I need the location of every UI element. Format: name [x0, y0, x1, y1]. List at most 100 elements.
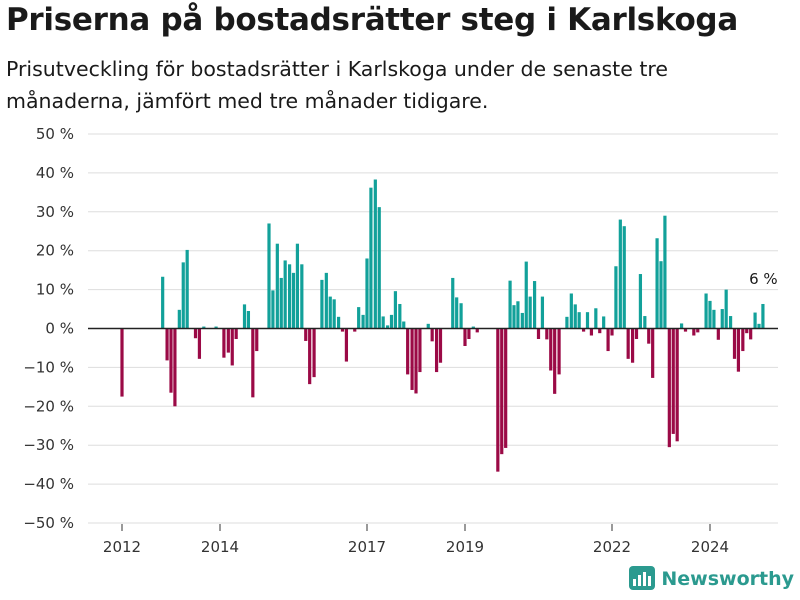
bar [202, 326, 206, 329]
bar [353, 328, 357, 332]
last-value-annotation: 6 % [749, 270, 778, 288]
bar [655, 238, 659, 329]
page-title: Priserna på bostadsrätter steg i Karlsko… [6, 2, 738, 38]
y-tick-label: −20 % [23, 397, 74, 415]
x-tick-label: 2022 [593, 538, 631, 556]
bar [165, 328, 169, 361]
y-tick-label: −40 % [23, 475, 74, 493]
bar [500, 328, 504, 455]
bar [226, 328, 230, 353]
bar [251, 328, 255, 398]
bar [336, 316, 341, 329]
bar [573, 304, 577, 329]
bar [369, 187, 373, 329]
bar [557, 328, 561, 375]
bar [181, 262, 185, 329]
bar [426, 323, 430, 329]
bar [614, 266, 618, 329]
bar [275, 243, 279, 329]
y-tick-label: 10 % [36, 281, 74, 299]
bar [626, 328, 630, 359]
bar [246, 311, 251, 329]
bar [528, 296, 532, 329]
y-tick-label: 30 % [36, 203, 74, 221]
bar [516, 301, 520, 329]
bar [504, 328, 508, 448]
bar [471, 326, 475, 329]
bar [581, 328, 586, 332]
bar [120, 328, 124, 397]
bar [304, 328, 308, 341]
bar [741, 328, 745, 352]
bar [291, 272, 296, 329]
bar [565, 316, 569, 329]
bar [675, 328, 679, 442]
x-axis-ticks: 2012 2014 2017 2019 2022 2024 [103, 524, 729, 556]
bar [197, 328, 202, 359]
bar [716, 328, 720, 340]
bar [610, 328, 614, 336]
bar [732, 328, 737, 359]
bar [598, 328, 602, 334]
bar [651, 328, 655, 378]
y-tick-label: −10 % [23, 358, 74, 376]
bar [357, 307, 361, 329]
bar [683, 328, 688, 332]
bar [185, 249, 189, 329]
bar [214, 326, 218, 329]
bar [438, 328, 443, 363]
x-tick-label: 2024 [691, 538, 729, 556]
bar [222, 328, 226, 358]
bar [761, 303, 765, 329]
bar [373, 179, 377, 329]
bar [328, 296, 332, 329]
bar [312, 328, 316, 378]
newsworthy-logo-icon [629, 564, 656, 594]
bar [704, 293, 708, 329]
bar [643, 316, 647, 329]
bar [393, 291, 398, 329]
bar [418, 328, 422, 373]
bar [320, 279, 324, 329]
y-axis-ticks: 50 % 40 % 30 % 20 % 10 % 0 % −10 % −20 % −30 % −4… [23, 125, 74, 532]
bar [414, 328, 418, 394]
bar [279, 277, 283, 329]
bar [365, 258, 369, 329]
bar [324, 272, 328, 329]
bar [512, 305, 516, 329]
bar [344, 328, 349, 362]
bar [549, 328, 553, 371]
bar [242, 304, 247, 329]
x-tick-label: 2014 [201, 538, 239, 556]
bar [647, 328, 651, 344]
bar [749, 328, 753, 340]
bar [622, 226, 626, 329]
bar [667, 328, 671, 448]
bar [463, 328, 467, 346]
bar [585, 312, 590, 329]
bar [569, 293, 573, 329]
bar [720, 309, 724, 329]
y-tick-label: 0 % [45, 320, 74, 338]
bar [475, 328, 479, 333]
bar [451, 277, 455, 329]
y-tick-label: −50 % [23, 514, 74, 532]
bar [663, 215, 667, 329]
bar [340, 328, 345, 332]
bar [308, 328, 312, 385]
bar [536, 328, 541, 339]
y-tick-label: 50 % [36, 125, 74, 143]
bar [724, 289, 728, 329]
bar [467, 328, 471, 339]
bar [193, 328, 198, 339]
bar-series [120, 179, 765, 472]
bar [520, 312, 524, 329]
bar [589, 328, 594, 336]
bar [300, 264, 304, 329]
bar [606, 328, 610, 352]
bar [577, 312, 581, 329]
y-tick-label: 20 % [36, 242, 74, 260]
bar [745, 328, 749, 334]
bar [602, 316, 606, 329]
brand-name: Newsworthy [661, 568, 794, 590]
